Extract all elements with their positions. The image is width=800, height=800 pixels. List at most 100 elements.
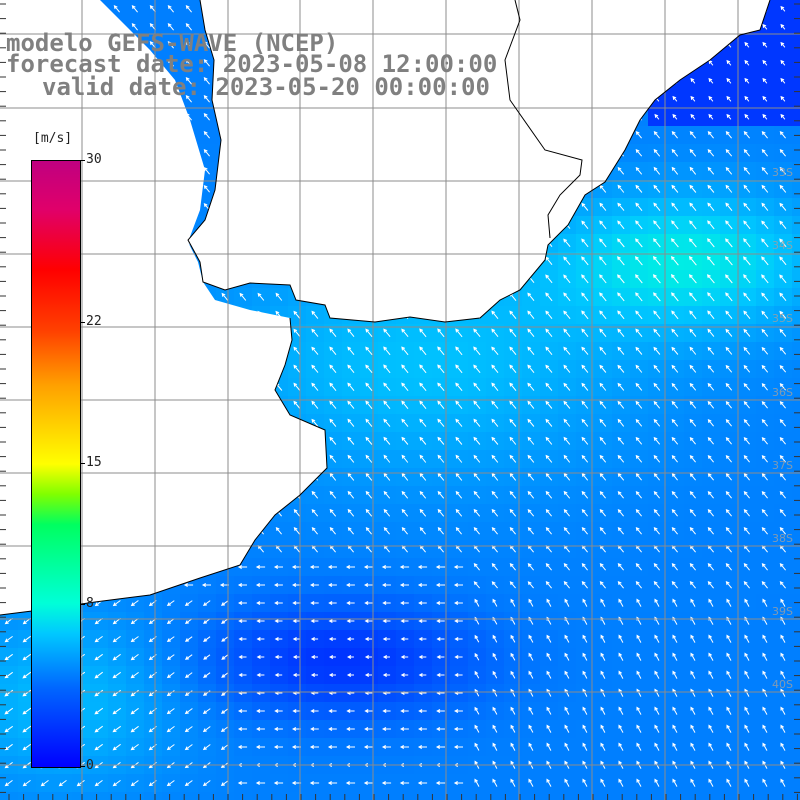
wind-arrow: [545, 346, 553, 356]
wind-arrow: [761, 400, 768, 409]
wind-arrow: [564, 724, 570, 733]
wind-arrow: [546, 634, 552, 643]
wind-arrow: [689, 292, 697, 302]
wind-arrow: [635, 184, 643, 193]
wind-arrow: [671, 562, 678, 571]
wind-arrow: [617, 382, 625, 391]
wind-arrow: [743, 580, 750, 589]
wind-arrow: [491, 436, 499, 445]
wind-arrow: [654, 778, 660, 787]
wind-arrow: [689, 436, 696, 445]
wind-arrow: [599, 310, 607, 320]
wind-arrow: [671, 166, 679, 175]
wind-arrow: [528, 706, 534, 715]
wind-arrow: [581, 292, 589, 302]
wind-arrow: [203, 112, 210, 121]
wind-arrow: [761, 274, 769, 284]
wind-arrow: [600, 724, 606, 733]
wind-arrow: [220, 780, 229, 787]
wind-arrow: [474, 778, 480, 787]
wind-arrow: [437, 436, 445, 445]
wind-arrow: [779, 130, 786, 139]
wind-arrow: [473, 526, 480, 535]
wind-arrow: [131, 4, 138, 13]
wind-arrow: [707, 400, 715, 409]
wind-arrow: [726, 113, 732, 120]
wind-arrow: [707, 292, 715, 302]
wind-arrow: [707, 148, 715, 157]
wind-arrow: [636, 778, 642, 787]
wind-arrow: [293, 346, 301, 355]
wind-arrow: [671, 148, 679, 157]
speed-cell: [396, 792, 415, 800]
wind-arrow: [653, 490, 660, 499]
wind-arrow: [652, 274, 661, 284]
wind-arrow: [689, 580, 696, 589]
wind-arrow: [780, 634, 786, 643]
wind-arrow: [221, 672, 229, 678]
wind-arrow: [744, 652, 750, 661]
wind-arrow: [528, 778, 534, 787]
wind-arrow: [743, 382, 751, 391]
wind-arrow: [237, 727, 247, 731]
wind-arrow: [635, 454, 643, 463]
wind-arrow: [22, 671, 32, 679]
wind-arrow: [473, 508, 481, 517]
wind-arrow: [382, 655, 390, 659]
wind-arrow: [672, 652, 678, 661]
wind-arrow: [780, 113, 786, 120]
wind-arrow: [743, 220, 751, 230]
wind-arrow: [527, 418, 535, 427]
wind-arrow: [725, 580, 732, 589]
wind-arrow: [528, 742, 534, 751]
wind-arrow: [527, 454, 535, 463]
wind-arrow: [510, 652, 516, 661]
wind-arrow: [363, 781, 374, 785]
speed-cell: [666, 792, 685, 800]
wind-arrow: [689, 310, 697, 320]
wind-arrow: [455, 418, 463, 427]
wind-arrow: [112, 635, 121, 643]
wind-arrow: [256, 601, 265, 605]
wind-arrow: [564, 598, 570, 607]
speed-cell: [18, 792, 37, 800]
wind-arrow: [436, 727, 445, 731]
wind-arrow: [600, 778, 606, 787]
wind-arrow: [509, 508, 517, 517]
speed-cell: [792, 198, 800, 217]
wind-arrow: [599, 472, 607, 481]
wind-arrow: [779, 436, 786, 445]
wind-arrow: [183, 583, 194, 587]
wind-arrow: [653, 364, 661, 373]
wind-arrow: [779, 454, 786, 463]
wind-arrow: [726, 652, 732, 661]
wind-arrow: [744, 634, 750, 643]
wind-arrow: [780, 706, 786, 715]
wind-arrow: [599, 400, 607, 409]
wind-arrow: [327, 745, 337, 749]
wind-arrow: [184, 654, 193, 660]
wind-arrow: [292, 619, 301, 623]
speed-cell: [792, 774, 800, 793]
wind-arrow: [671, 472, 678, 481]
wind-arrow: [203, 148, 210, 157]
wind-arrow: [329, 490, 337, 499]
speed-cell: [792, 54, 800, 73]
wind-arrow: [545, 382, 553, 391]
wind-arrow: [203, 76, 210, 85]
wind-arrow: [725, 418, 732, 427]
wind-arrow: [454, 709, 463, 713]
wind-arrow: [636, 598, 642, 607]
wind-arrow: [329, 454, 337, 463]
wind-arrow: [474, 652, 480, 661]
wind-arrow: [545, 310, 553, 320]
speed-cell: [108, 792, 127, 800]
wind-arrow: [546, 724, 552, 733]
speed-cell: [702, 792, 721, 800]
wind-arrow: [707, 526, 714, 535]
wind-arrow: [274, 709, 283, 713]
wind-arrow: [364, 655, 372, 659]
wind-arrow: [617, 436, 625, 445]
speed-cell: [522, 792, 541, 800]
wind-arrow: [671, 382, 679, 391]
